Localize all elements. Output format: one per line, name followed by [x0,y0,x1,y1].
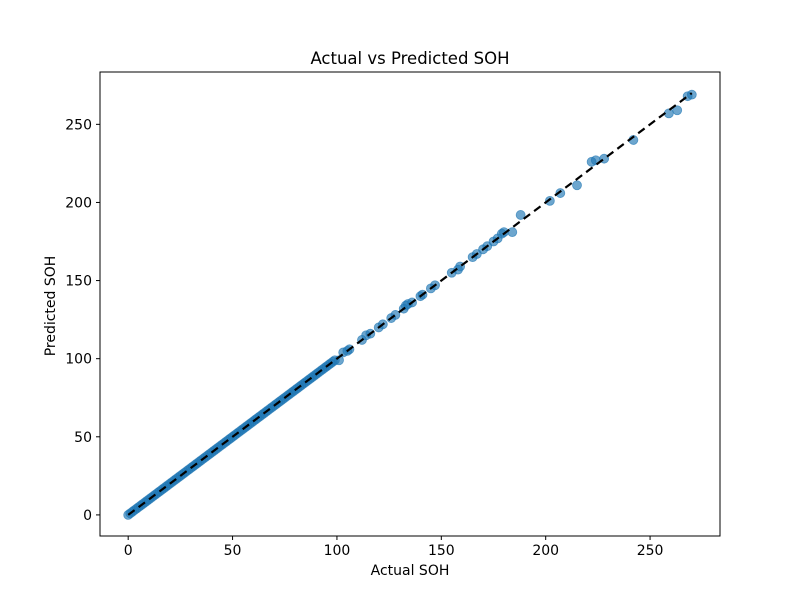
x-tick-label: 250 [637,543,664,559]
y-tick-label: 200 [65,195,92,211]
y-tick-label: 100 [65,352,92,368]
x-tick-label: 0 [124,543,133,559]
data-point [555,188,566,198]
x-axis-ticks: 0 50 100 150 200 250 [124,536,664,559]
x-tick-label: 100 [324,543,351,559]
y-axis-ticks: 0 50 100 150 200 250 [65,117,100,524]
y-tick-label: 50 [74,430,92,446]
data-point [544,195,555,206]
data-point [515,210,526,220]
reference-line-group [127,92,693,516]
chart-title: Actual vs Predicted SOH [310,49,509,68]
y-axis-label: Predicted SOH [43,256,59,357]
y-tick-label: 250 [65,117,92,133]
plot-area-frame [99,71,721,537]
data-point [507,227,518,238]
data-point [672,105,683,116]
x-tick-label: 200 [532,543,559,559]
data-point [572,180,582,191]
x-tick-label: 50 [224,543,242,559]
x-axis-label: Actual SOH [371,563,450,579]
x-tick-label: 150 [428,543,455,559]
reference-line [127,92,693,516]
y-tick-label: 150 [65,274,92,290]
y-tick-label: 0 [83,508,92,524]
data-point [686,89,697,100]
